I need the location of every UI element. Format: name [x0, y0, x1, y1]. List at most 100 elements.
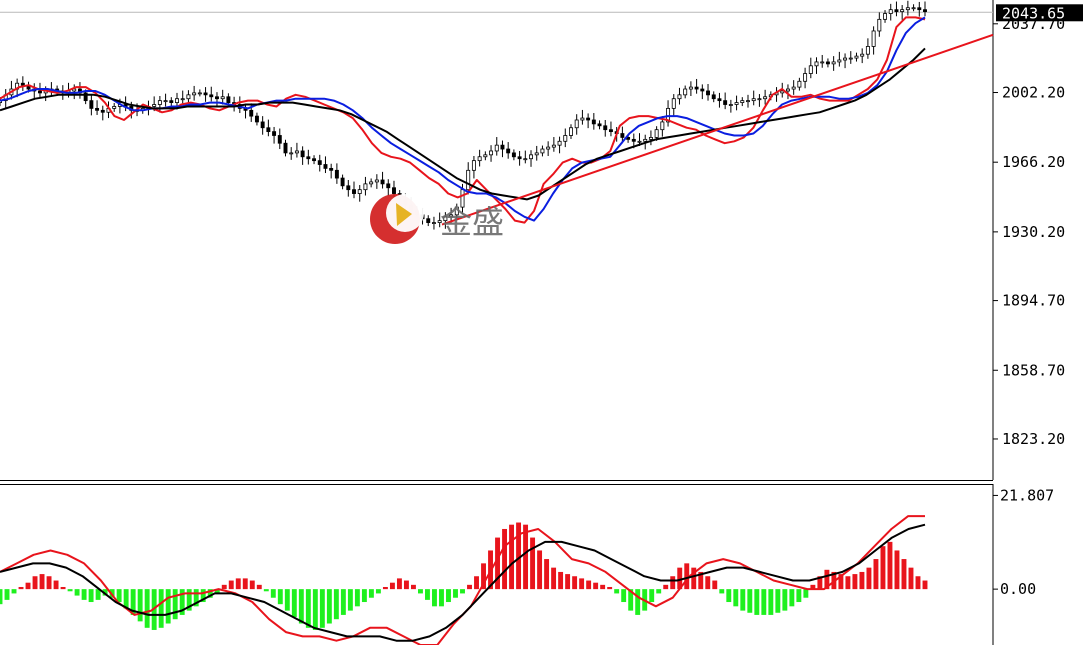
candle	[209, 86, 214, 102]
macd-histogram-bar	[474, 576, 479, 590]
candle	[608, 121, 613, 137]
macd-histogram-bar	[537, 550, 543, 590]
macd-histogram-bar	[4, 589, 10, 600]
candle	[329, 163, 334, 179]
candle	[557, 136, 562, 154]
candle	[489, 145, 494, 162]
macd-histogram-bar	[88, 589, 94, 603]
candle-body	[591, 119, 596, 125]
macd-histogram-bar	[102, 589, 108, 596]
watermark-text: 金盛	[440, 203, 504, 241]
candle	[848, 51, 853, 64]
macd-histogram-bar	[403, 580, 409, 590]
candle-body	[272, 131, 277, 136]
macd-histogram-bar	[186, 589, 192, 611]
candle	[203, 87, 208, 102]
candle	[340, 174, 345, 190]
candle	[563, 128, 568, 148]
candle-body	[483, 154, 488, 158]
candle-body	[671, 98, 676, 109]
macd-histogram-bar	[747, 589, 753, 613]
macd-histogram-bar	[439, 589, 444, 607]
macd-histogram-bar	[67, 589, 73, 592]
candle	[688, 81, 693, 96]
candle-body	[694, 86, 699, 90]
macd-histogram-bar	[144, 589, 150, 628]
candle-body	[860, 53, 865, 57]
macd-histogram-bar	[495, 537, 500, 590]
macd-histogram-bar	[39, 574, 45, 590]
candle	[917, 1, 922, 17]
macd-histogram-bar	[670, 576, 676, 590]
candle-body	[431, 222, 436, 224]
candle-body	[169, 100, 174, 103]
macd-histogram-bar	[291, 589, 297, 618]
candle	[597, 120, 602, 130]
candle	[574, 114, 579, 135]
macd-histogram-bar	[502, 528, 507, 590]
macd-histogram-bar	[277, 589, 283, 605]
candle-body	[848, 57, 853, 60]
macd-histogram-bar	[614, 589, 620, 594]
candle	[529, 150, 533, 167]
candle	[877, 12, 882, 37]
candle	[0, 97, 2, 107]
candle	[854, 52, 859, 62]
macd-histogram-bar	[319, 589, 325, 628]
candle-body	[757, 98, 762, 101]
macd-histogram-bar	[228, 580, 234, 590]
candle-body	[546, 146, 551, 150]
candle-body	[660, 121, 665, 131]
candle-body	[477, 156, 482, 162]
macd-histogram-bar	[340, 589, 346, 615]
candle-body	[300, 150, 305, 158]
macd-histogram-bar	[333, 589, 339, 620]
macd-tick-label: 21.807	[1000, 486, 1054, 504]
macd-histogram-bar	[649, 589, 655, 603]
macd-histogram-bar	[572, 576, 578, 590]
macd-histogram-bar	[11, 589, 17, 594]
macd-histogram-bar	[579, 578, 585, 590]
candle	[797, 77, 802, 91]
price-tick-label: 1858.70	[1002, 361, 1065, 379]
candle	[283, 139, 288, 157]
macd-histogram-bar	[235, 578, 241, 590]
candle-body	[283, 142, 288, 154]
candle-body	[905, 7, 910, 11]
macd-histogram-bar	[922, 580, 928, 590]
candle	[711, 91, 716, 103]
candle-body	[865, 46, 870, 55]
candle	[369, 178, 374, 188]
candle-body	[392, 187, 396, 194]
candle	[323, 156, 328, 174]
candle-body	[152, 104, 157, 107]
watermark-logo	[370, 194, 424, 244]
candle	[95, 100, 100, 115]
candle-body	[471, 160, 476, 171]
candle-body	[791, 86, 796, 90]
macd-histogram-bar	[81, 589, 87, 600]
current-price-label: 2043.65	[1002, 4, 1065, 22]
candle	[169, 97, 174, 107]
candle	[192, 85, 197, 101]
candle-body	[831, 61, 836, 65]
macd-histogram-bar	[123, 589, 129, 609]
macd-histogram-bar	[284, 589, 290, 611]
candle	[814, 57, 819, 74]
macd-histogram-bar	[663, 584, 669, 590]
candle	[888, 3, 893, 21]
macd-histogram-bar	[551, 567, 557, 590]
candle-body	[740, 100, 745, 103]
macd-histogram-bar	[207, 589, 213, 598]
candle	[591, 113, 596, 130]
macd-histogram-bar	[368, 589, 374, 598]
candle-body	[443, 216, 448, 222]
candle	[511, 149, 516, 161]
candle	[426, 215, 431, 227]
candle	[843, 53, 848, 69]
candle-body	[220, 96, 225, 100]
macd-histogram-bar	[768, 589, 774, 615]
candle-body	[277, 135, 282, 144]
